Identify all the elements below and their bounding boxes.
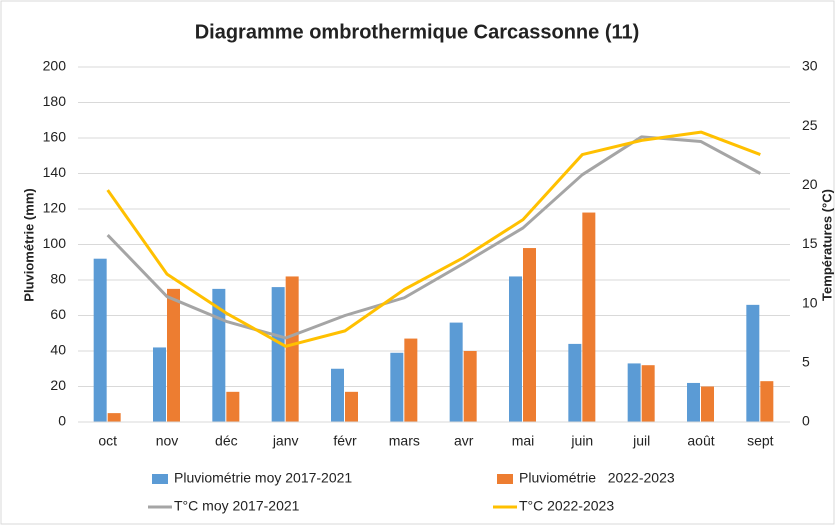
bar (285, 276, 299, 422)
x-tick-label: juin (570, 433, 593, 449)
y-tick-label: 60 (50, 306, 66, 322)
bar (687, 382, 700, 422)
x-tick-label: sept (747, 433, 774, 449)
x-tick-label: août (687, 433, 714, 449)
bar (226, 391, 240, 422)
bar (331, 368, 344, 422)
bar (760, 381, 774, 422)
bar (212, 288, 226, 422)
y-tick-label: 160 (43, 129, 67, 145)
bar (746, 304, 760, 422)
x-tick-label: mars (389, 433, 420, 449)
bar (627, 363, 641, 422)
bar (509, 276, 522, 422)
x-tick-label: oct (98, 433, 117, 449)
bar (523, 248, 536, 422)
bar (390, 352, 404, 422)
legend-label: Pluviométrie moy 2017-2021 (174, 470, 352, 486)
line (106, 130, 761, 348)
legend-label: T°C 2022-2023 (519, 498, 614, 514)
bar (107, 413, 121, 422)
bar (271, 287, 285, 422)
y2-tick-label: 10 (802, 294, 818, 310)
y2-tick-label: 25 (802, 117, 818, 133)
y-tick-label: 20 (50, 377, 66, 393)
bar (641, 365, 655, 422)
legend-label: T°C moy 2017-2021 (174, 498, 300, 514)
y2-tick-label: 20 (802, 176, 818, 192)
bar (345, 391, 358, 422)
legend-label: Pluviométrie 2022-2023 (519, 470, 675, 486)
bar (404, 338, 418, 422)
y2-tick-label: 30 (802, 58, 818, 74)
y-tick-label: 120 (43, 200, 67, 216)
bar (153, 347, 166, 422)
bar (167, 288, 180, 422)
y2-tick-label: 0 (802, 413, 810, 429)
y-tick-label: 140 (43, 164, 67, 180)
legend-swatch (152, 474, 168, 484)
y2-tick-label: 15 (802, 235, 818, 251)
y-tick-label: 40 (50, 342, 66, 358)
y-tick-label: 80 (50, 271, 66, 287)
bar (582, 212, 596, 422)
y-tick-label: 0 (58, 413, 66, 429)
y-tick-label: 100 (43, 235, 67, 251)
chart-title: Diagramme ombrothermique Carcassonne (11… (195, 21, 640, 43)
y2-axis-title: Températures (°C) (819, 189, 834, 301)
bar (568, 343, 582, 422)
bar (701, 386, 714, 422)
x-tick-label: mai (512, 433, 535, 449)
x-tick-label: févr (333, 433, 357, 449)
legend-swatch (497, 474, 513, 484)
bar (463, 351, 477, 422)
y2-tick-label: 5 (802, 354, 810, 370)
x-tick-label: janv (272, 433, 299, 449)
y-tick-label: 180 (43, 93, 67, 109)
x-tick-label: déc (215, 433, 238, 449)
bar (449, 322, 463, 422)
x-tick-label: juil (632, 433, 650, 449)
y-axis-title: Pluviométrie (mm) (21, 188, 36, 301)
bar (93, 258, 107, 422)
x-tick-label: avr (454, 433, 474, 449)
x-tick-label: nov (156, 433, 179, 449)
y-tick-label: 200 (43, 58, 67, 74)
